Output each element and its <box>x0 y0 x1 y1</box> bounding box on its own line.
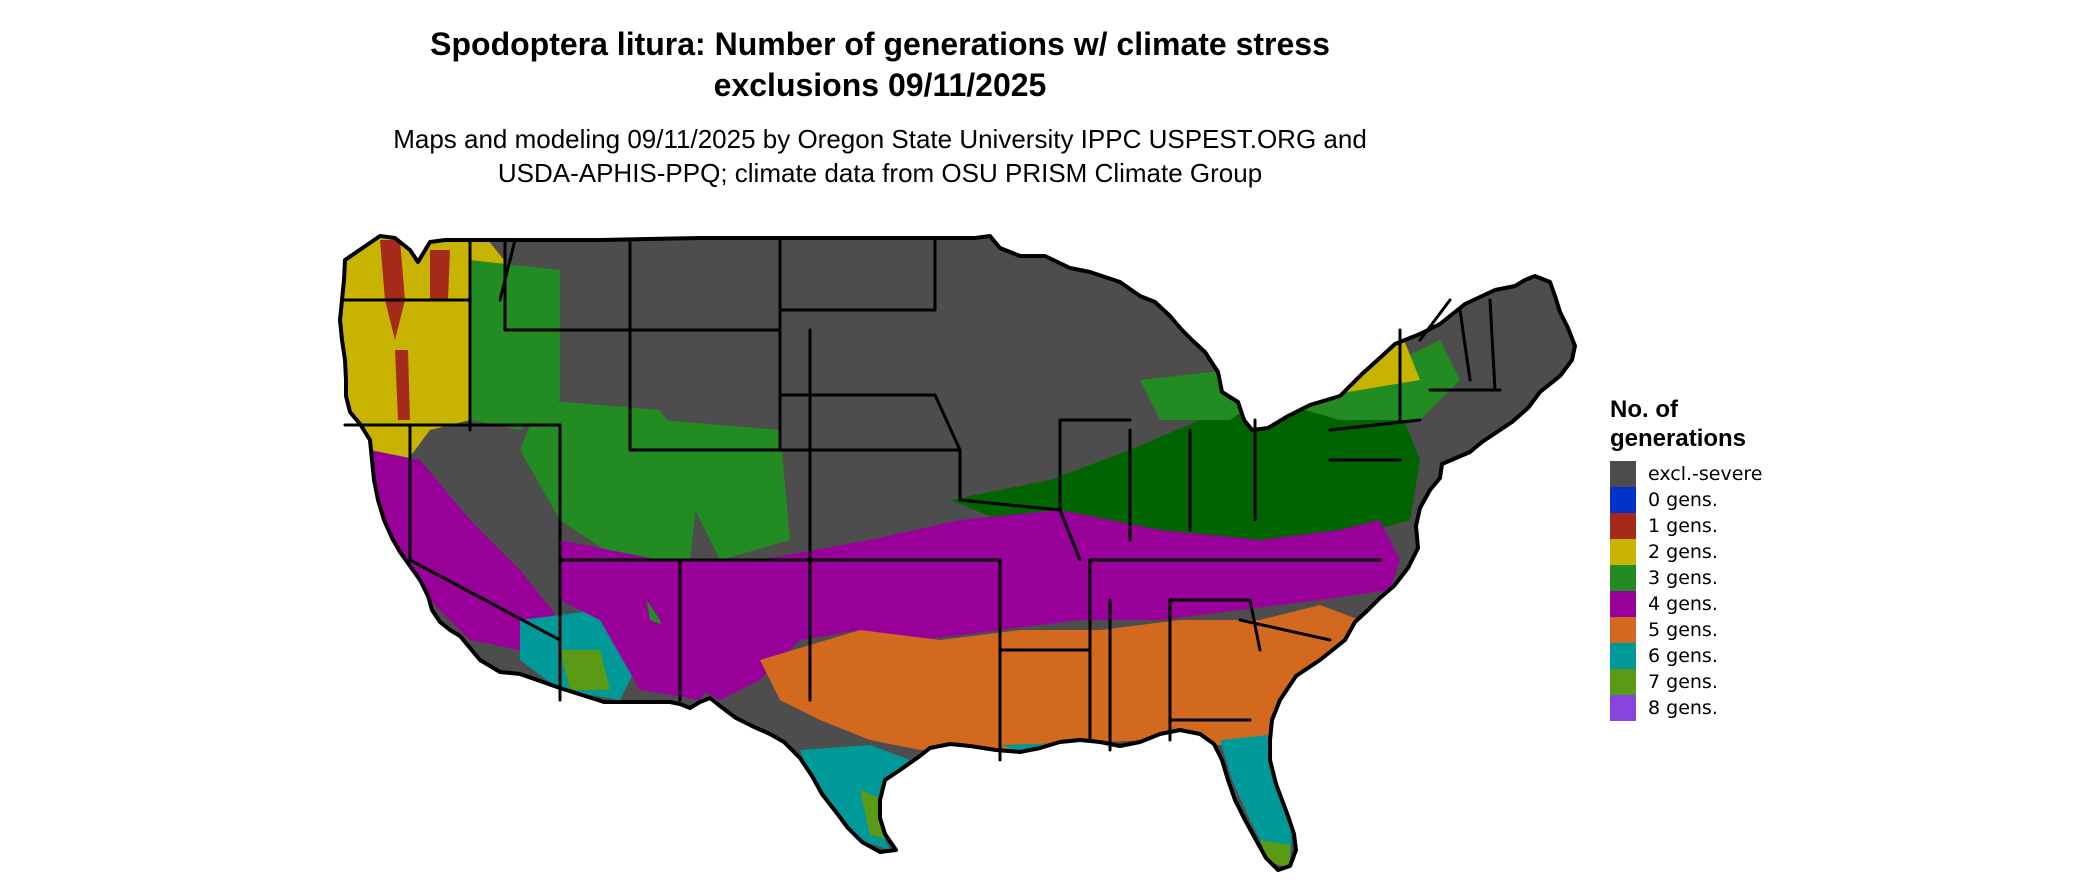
map-subtitle-line-2: USDA-APHIS-PPQ; climate data from OSU PR… <box>497 158 1263 188</box>
zone-1-gens-north-cascades <box>430 250 450 300</box>
legend-swatch <box>1610 617 1636 643</box>
zone-3-gens-ohio-valley <box>950 400 1420 540</box>
zone-4-gens-california <box>370 450 560 650</box>
legend-label: 8 gens. <box>1648 697 1718 719</box>
legend-swatch <box>1610 591 1636 617</box>
legend-label: 3 gens. <box>1648 567 1718 589</box>
legend-label: 7 gens. <box>1648 671 1718 693</box>
legend-swatch <box>1610 695 1636 721</box>
zone-5-gens-gulf <box>760 605 1360 750</box>
state-border <box>408 423 562 642</box>
legend-item: 2 gens. <box>1610 539 1810 565</box>
legend-item: 3 gens. <box>1610 565 1810 591</box>
zone-3-gens-great-basin <box>520 400 700 560</box>
legend: No. of generations excl.-severe 0 gens. 1 … <box>1610 395 1810 721</box>
zone-7-gens-south-florida <box>1260 840 1290 868</box>
legend-label: 1 gens. <box>1648 515 1718 537</box>
legend-label: excl.-severe <box>1648 463 1763 485</box>
legend-item: 6 gens. <box>1610 643 1810 669</box>
map-title-line-2: exclusions 09/11/2025 <box>713 67 1047 103</box>
state-border <box>1458 308 1472 382</box>
legend-item: 7 gens. <box>1610 669 1810 695</box>
legend-item: 4 gens. <box>1610 591 1810 617</box>
zone-1-gens-olympics <box>380 240 405 340</box>
legend-title: No. of generations <box>1610 396 1747 452</box>
zone-3-gens-interior-nw <box>470 260 560 430</box>
state-border <box>1238 618 1332 642</box>
legend-swatch <box>1610 539 1636 565</box>
legend-item: 5 gens. <box>1610 617 1810 643</box>
legend-swatch <box>1610 669 1636 695</box>
legend-item: excl.-severe <box>1610 461 1810 487</box>
legend-swatch <box>1610 461 1636 487</box>
map-subtitle: Maps and modeling 09/11/2025 by Oregon S… <box>380 122 1380 190</box>
map-title: Spodoptera litura: Number of generations… <box>380 24 1380 106</box>
legend-swatch <box>1610 643 1636 669</box>
state-border <box>1328 418 1422 432</box>
state-border <box>1058 508 1082 562</box>
legend-label: 0 gens. <box>1648 489 1718 511</box>
legend-swatch <box>1610 487 1636 513</box>
legend-label: 6 gens. <box>1648 645 1718 667</box>
zone-3-gens-colorado <box>660 420 790 560</box>
legend-swatch <box>1610 513 1636 539</box>
zone-6-gens-texas-coast <box>800 745 910 850</box>
zone-7-gens-desert <box>560 650 610 690</box>
state-border <box>1488 298 1497 392</box>
legend-item: 0 gens. <box>1610 487 1810 513</box>
legend-item: 8 gens. <box>1610 695 1810 721</box>
legend-label: 4 gens. <box>1648 593 1718 615</box>
legend-list: excl.-severe 0 gens. 1 gens. 2 gens. 3 gens.… <box>1610 461 1810 721</box>
state-border <box>1168 598 1262 652</box>
state-border <box>498 238 517 302</box>
zone-4-gens-south-central <box>620 510 1400 700</box>
state-border <box>958 498 1062 512</box>
legend-item: 1 gens. <box>1610 513 1810 539</box>
map-title-line-1: Spodoptera litura: Number of generations… <box>430 26 1330 62</box>
state-border <box>933 393 962 452</box>
legend-swatch <box>1610 565 1636 591</box>
zone-1-gens-cascades <box>395 350 410 420</box>
legend-label: 5 gens. <box>1648 619 1718 641</box>
legend-label: 2 gens. <box>1648 541 1718 563</box>
map-subtitle-line-1: Maps and modeling 09/11/2025 by Oregon S… <box>393 124 1367 154</box>
